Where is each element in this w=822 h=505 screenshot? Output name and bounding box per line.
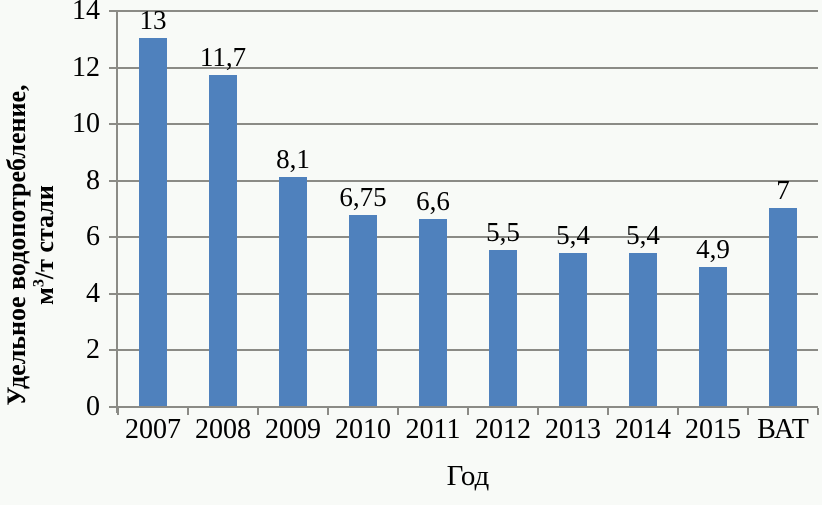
y-tick-label-0: 0 bbox=[86, 391, 100, 422]
x-tick-label-2014: 2014 bbox=[615, 414, 671, 445]
x-axis-boundary-tick bbox=[817, 408, 819, 415]
x-tick-label-2011: 2011 bbox=[405, 414, 461, 445]
x-axis-line bbox=[116, 406, 818, 408]
y-axis-tick-0 bbox=[109, 406, 117, 408]
x-axis-boundary-tick bbox=[257, 408, 259, 415]
bar-2007 bbox=[139, 38, 167, 406]
bar-2012 bbox=[489, 250, 517, 406]
x-tick-label-2007: 2007 bbox=[125, 414, 181, 445]
x-axis-boundary-tick bbox=[187, 408, 189, 415]
x-tick-label-2010: 2010 bbox=[335, 414, 391, 445]
x-tick-label-ВАТ: ВАТ bbox=[757, 414, 809, 445]
bar-2009 bbox=[279, 176, 307, 406]
y-axis-tick-14 bbox=[109, 10, 117, 12]
bar-value-label-2015: 4,9 bbox=[696, 234, 730, 265]
y-tick-label-14: 14 bbox=[72, 0, 100, 26]
y-axis-line bbox=[116, 10, 118, 413]
x-axis-title: Год bbox=[446, 460, 490, 492]
bar-value-label-2012: 5,5 bbox=[486, 217, 520, 248]
bar-ВАТ bbox=[769, 208, 797, 406]
y-axis-tick-8 bbox=[109, 179, 117, 182]
x-axis-boundary-tick bbox=[117, 408, 119, 415]
x-tick-label-2012: 2012 bbox=[475, 414, 531, 445]
gridline-y-4 bbox=[118, 292, 818, 295]
y-tick-label-6: 6 bbox=[86, 221, 100, 253]
bar-value-label-2010: 6,75 bbox=[339, 182, 387, 213]
bar-value-label-2014: 5,4 bbox=[626, 220, 660, 251]
bar-2015 bbox=[699, 267, 727, 406]
y-axis-tick-12 bbox=[109, 66, 117, 69]
bar-value-label-2011: 6,6 bbox=[416, 186, 450, 217]
x-axis-boundary-tick bbox=[467, 408, 469, 415]
gridline-y-6 bbox=[118, 236, 818, 239]
bar-2008 bbox=[209, 75, 237, 406]
x-axis-boundary-tick bbox=[537, 408, 539, 415]
gridline-y-12 bbox=[118, 66, 818, 69]
x-axis-boundary-tick bbox=[397, 408, 399, 415]
bar-2011 bbox=[419, 219, 447, 406]
x-tick-label-2013: 2013 bbox=[545, 414, 601, 445]
bar-2010 bbox=[349, 215, 377, 406]
y-axis-tick-2 bbox=[109, 349, 117, 352]
y-tick-label-4: 4 bbox=[86, 277, 100, 309]
bar-2014 bbox=[629, 253, 657, 406]
y-tick-label-8: 8 bbox=[86, 164, 100, 196]
bar-2013 bbox=[559, 253, 587, 406]
y-tick-label-10: 10 bbox=[72, 108, 100, 140]
gridline-y-14 bbox=[118, 10, 818, 12]
y-axis-tick-4 bbox=[109, 292, 117, 295]
y-axis-tick-6 bbox=[109, 236, 117, 239]
x-tick-label-2009: 2009 bbox=[265, 414, 321, 445]
bar-value-label-ВАТ: 7 bbox=[776, 175, 790, 205]
y-tick-label-12: 12 bbox=[72, 51, 100, 83]
bar-value-label-2007: 13 bbox=[139, 5, 167, 36]
plot-area: 13 11,7 8,1 6,75 6,6 5,5 5,4 5,4 4,9 7 bbox=[109, 5, 819, 415]
x-tick-label-2015: 2015 bbox=[685, 414, 741, 445]
gridline-y-10 bbox=[118, 123, 818, 126]
x-tick-label-2008: 2008 bbox=[195, 414, 251, 445]
gridline-y-2 bbox=[118, 349, 818, 352]
bar-value-label-2013: 5,4 bbox=[556, 220, 590, 251]
y-axis-tick-10 bbox=[109, 123, 117, 126]
x-axis-boundary-tick bbox=[327, 408, 329, 415]
bar-value-label-2008: 11,7 bbox=[199, 42, 247, 73]
y-axis-title-line1: Удельное водопотребление, bbox=[2, 84, 31, 406]
x-axis-boundary-tick bbox=[677, 408, 679, 415]
y-tick-label-2: 2 bbox=[86, 334, 100, 366]
bar-value-label-2009: 8,1 bbox=[276, 143, 310, 174]
x-axis-boundary-tick bbox=[607, 408, 609, 415]
gridline-y-8 bbox=[118, 179, 818, 182]
x-axis-boundary-tick bbox=[747, 408, 749, 415]
